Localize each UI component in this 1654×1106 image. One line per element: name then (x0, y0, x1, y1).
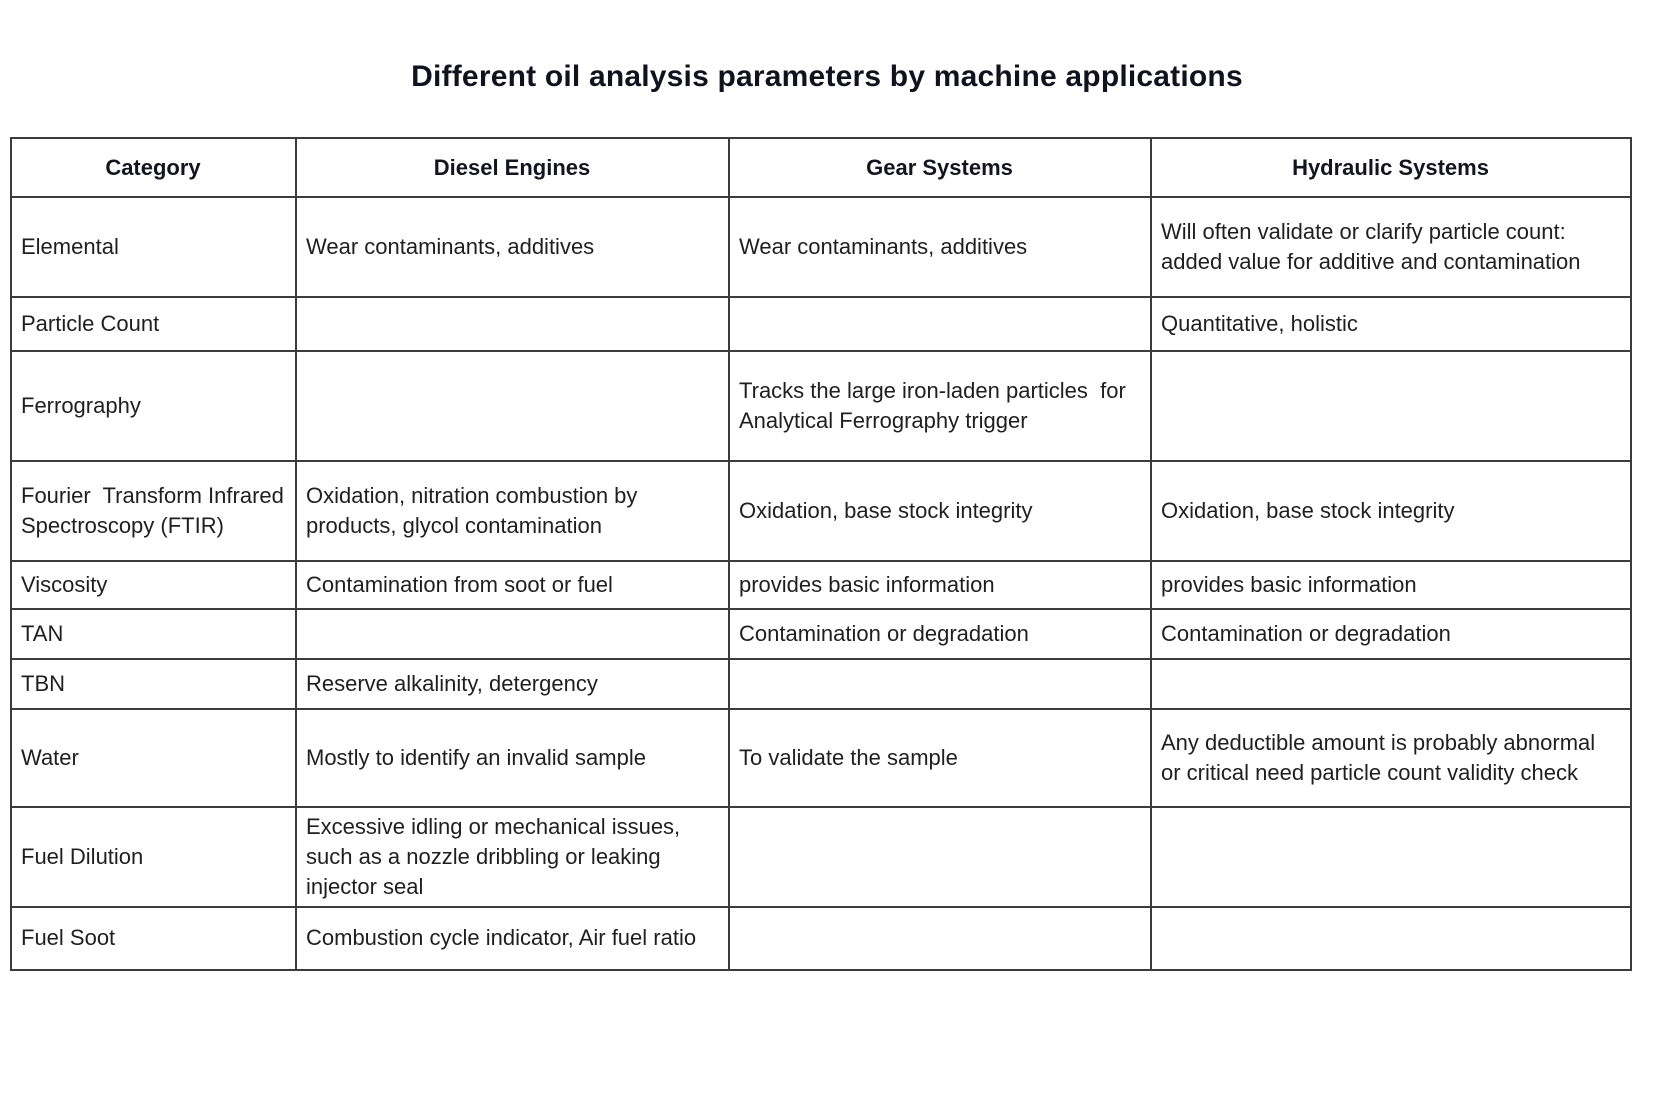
cell-diesel-engines: Oxidation, nitration combustion by produ… (295, 460, 730, 562)
column-header-diesel-engines: Diesel Engines (295, 137, 730, 198)
oil-analysis-table: Category Diesel Engines Gear Systems Hyd… (10, 137, 1632, 971)
table-row: Viscosity Contamination from soot or fue… (10, 560, 1632, 610)
table-header-row: Category Diesel Engines Gear Systems Hyd… (10, 137, 1632, 198)
cell-category: Ferrography (10, 350, 297, 462)
table-row: TBN Reserve alkalinity, detergency (10, 658, 1632, 710)
cell-hydraulic-systems (1150, 806, 1632, 908)
cell-category: Fuel Soot (10, 905, 297, 971)
table-row: Fourier Transform Infrared Spectroscopy … (10, 460, 1632, 562)
column-header-gear-systems: Gear Systems (728, 137, 1152, 198)
cell-diesel-engines: Excessive idling or mechanical issues, s… (295, 806, 730, 908)
column-header-hydraulic-systems: Hydraulic Systems (1150, 137, 1632, 198)
table-row: Fuel Dilution Excessive idling or mechan… (10, 806, 1632, 908)
cell-gear-systems: Contamination or degradation (728, 608, 1152, 660)
cell-diesel-engines (295, 296, 730, 352)
cell-category: Water (10, 708, 297, 808)
cell-category: Elemental (10, 196, 297, 298)
column-header-category: Category (10, 137, 297, 198)
cell-gear-systems: Oxidation, base stock integrity (728, 460, 1152, 562)
table-row: Fuel Soot Combustion cycle indicator, Ai… (10, 905, 1632, 971)
table-body: Elemental Wear contaminants, additives W… (10, 196, 1632, 971)
cell-diesel-engines (295, 608, 730, 660)
cell-diesel-engines: Contamination from soot or fuel (295, 560, 730, 610)
cell-gear-systems: provides basic information (728, 560, 1152, 610)
table-row: Ferrography Tracks the large iron-laden … (10, 350, 1632, 462)
cell-gear-systems (728, 296, 1152, 352)
cell-hydraulic-systems: Will often validate or clarify particle … (1150, 196, 1632, 298)
cell-diesel-engines: Reserve alkalinity, detergency (295, 658, 730, 710)
cell-hydraulic-systems: Any deductible amount is probably abnorm… (1150, 708, 1632, 808)
cell-hydraulic-systems: Contamination or degradation (1150, 608, 1632, 660)
cell-gear-systems: Wear contaminants, additives (728, 196, 1152, 298)
cell-gear-systems (728, 658, 1152, 710)
cell-hydraulic-systems (1150, 350, 1632, 462)
cell-gear-systems (728, 806, 1152, 908)
cell-category: Particle Count (10, 296, 297, 352)
page-title: Different oil analysis parameters by mac… (411, 60, 1243, 93)
cell-hydraulic-systems (1150, 658, 1632, 710)
cell-hydraulic-systems: Oxidation, base stock integrity (1150, 460, 1632, 562)
table-row: TAN Contamination or degradation Contami… (10, 608, 1632, 660)
cell-category: Fourier Transform Infrared Spectroscopy … (10, 460, 297, 562)
cell-gear-systems: Tracks the large iron-laden particles fo… (728, 350, 1152, 462)
cell-category: TBN (10, 658, 297, 710)
cell-hydraulic-systems (1150, 905, 1632, 971)
cell-hydraulic-systems: provides basic information (1150, 560, 1632, 610)
cell-gear-systems: To validate the sample (728, 708, 1152, 808)
cell-category: Viscosity (10, 560, 297, 610)
cell-hydraulic-systems: Quantitative, holistic (1150, 296, 1632, 352)
cell-diesel-engines: Wear contaminants, additives (295, 196, 730, 298)
cell-diesel-engines: Mostly to identify an invalid sample (295, 708, 730, 808)
document-page: Different oil analysis parameters by mac… (0, 60, 1654, 971)
cell-gear-systems (728, 905, 1152, 971)
cell-diesel-engines (295, 350, 730, 462)
cell-category: TAN (10, 608, 297, 660)
cell-category: Fuel Dilution (10, 806, 297, 908)
table-row: Particle Count Quantitative, holistic (10, 296, 1632, 352)
table-row: Elemental Wear contaminants, additives W… (10, 196, 1632, 298)
table-row: Water Mostly to identify an invalid samp… (10, 708, 1632, 808)
cell-diesel-engines: Combustion cycle indicator, Air fuel rat… (295, 905, 730, 971)
